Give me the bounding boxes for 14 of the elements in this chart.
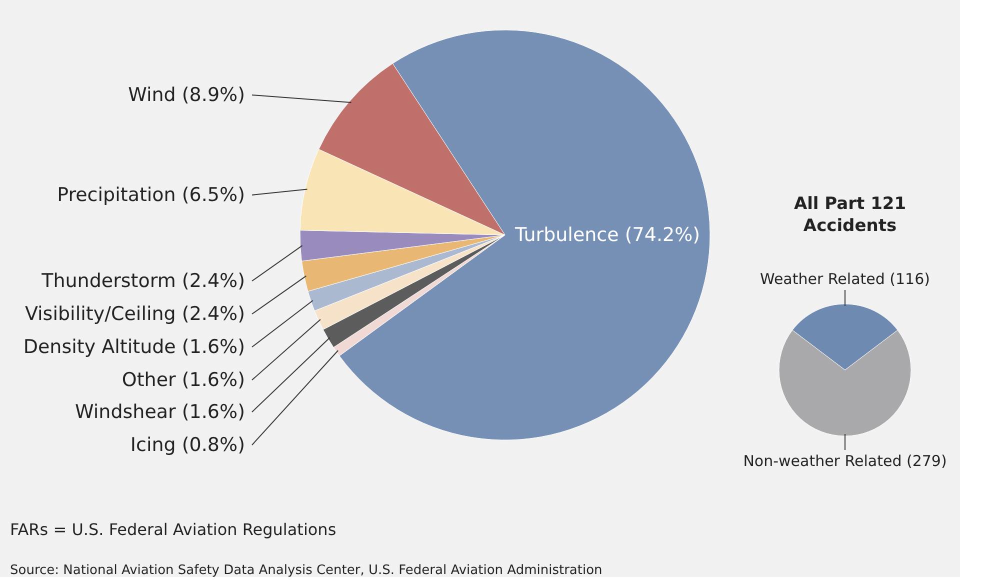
- slice-label: Visibility/Ceiling (2.4%): [24, 303, 245, 325]
- slice-label: Thunderstorm (2.4%): [40, 270, 245, 292]
- slice-label: Weather Related (116): [760, 270, 930, 288]
- slice-label: Other (1.6%): [122, 369, 245, 391]
- chart-title: All Part 121 Accidents: [794, 194, 906, 236]
- slice-label: Windshear (1.6%): [75, 401, 245, 423]
- slice-label: Turbulence (74.2%): [514, 224, 700, 246]
- text: FARs = U.S. Federal Aviation Regulations: [10, 520, 336, 539]
- source-note: Source: National Aviation Safety Data Analysis Center, U.S. Federal Aviation Administration: [10, 563, 602, 578]
- slice-label: Icing (0.8%): [130, 434, 245, 456]
- slice-label: Precipitation (6.5%): [57, 184, 245, 206]
- slice-label: Density Altitude (1.6%): [23, 336, 245, 358]
- slice-label: Wind (8.9%): [128, 84, 245, 106]
- slice-label: Non-weather Related (279): [743, 452, 947, 470]
